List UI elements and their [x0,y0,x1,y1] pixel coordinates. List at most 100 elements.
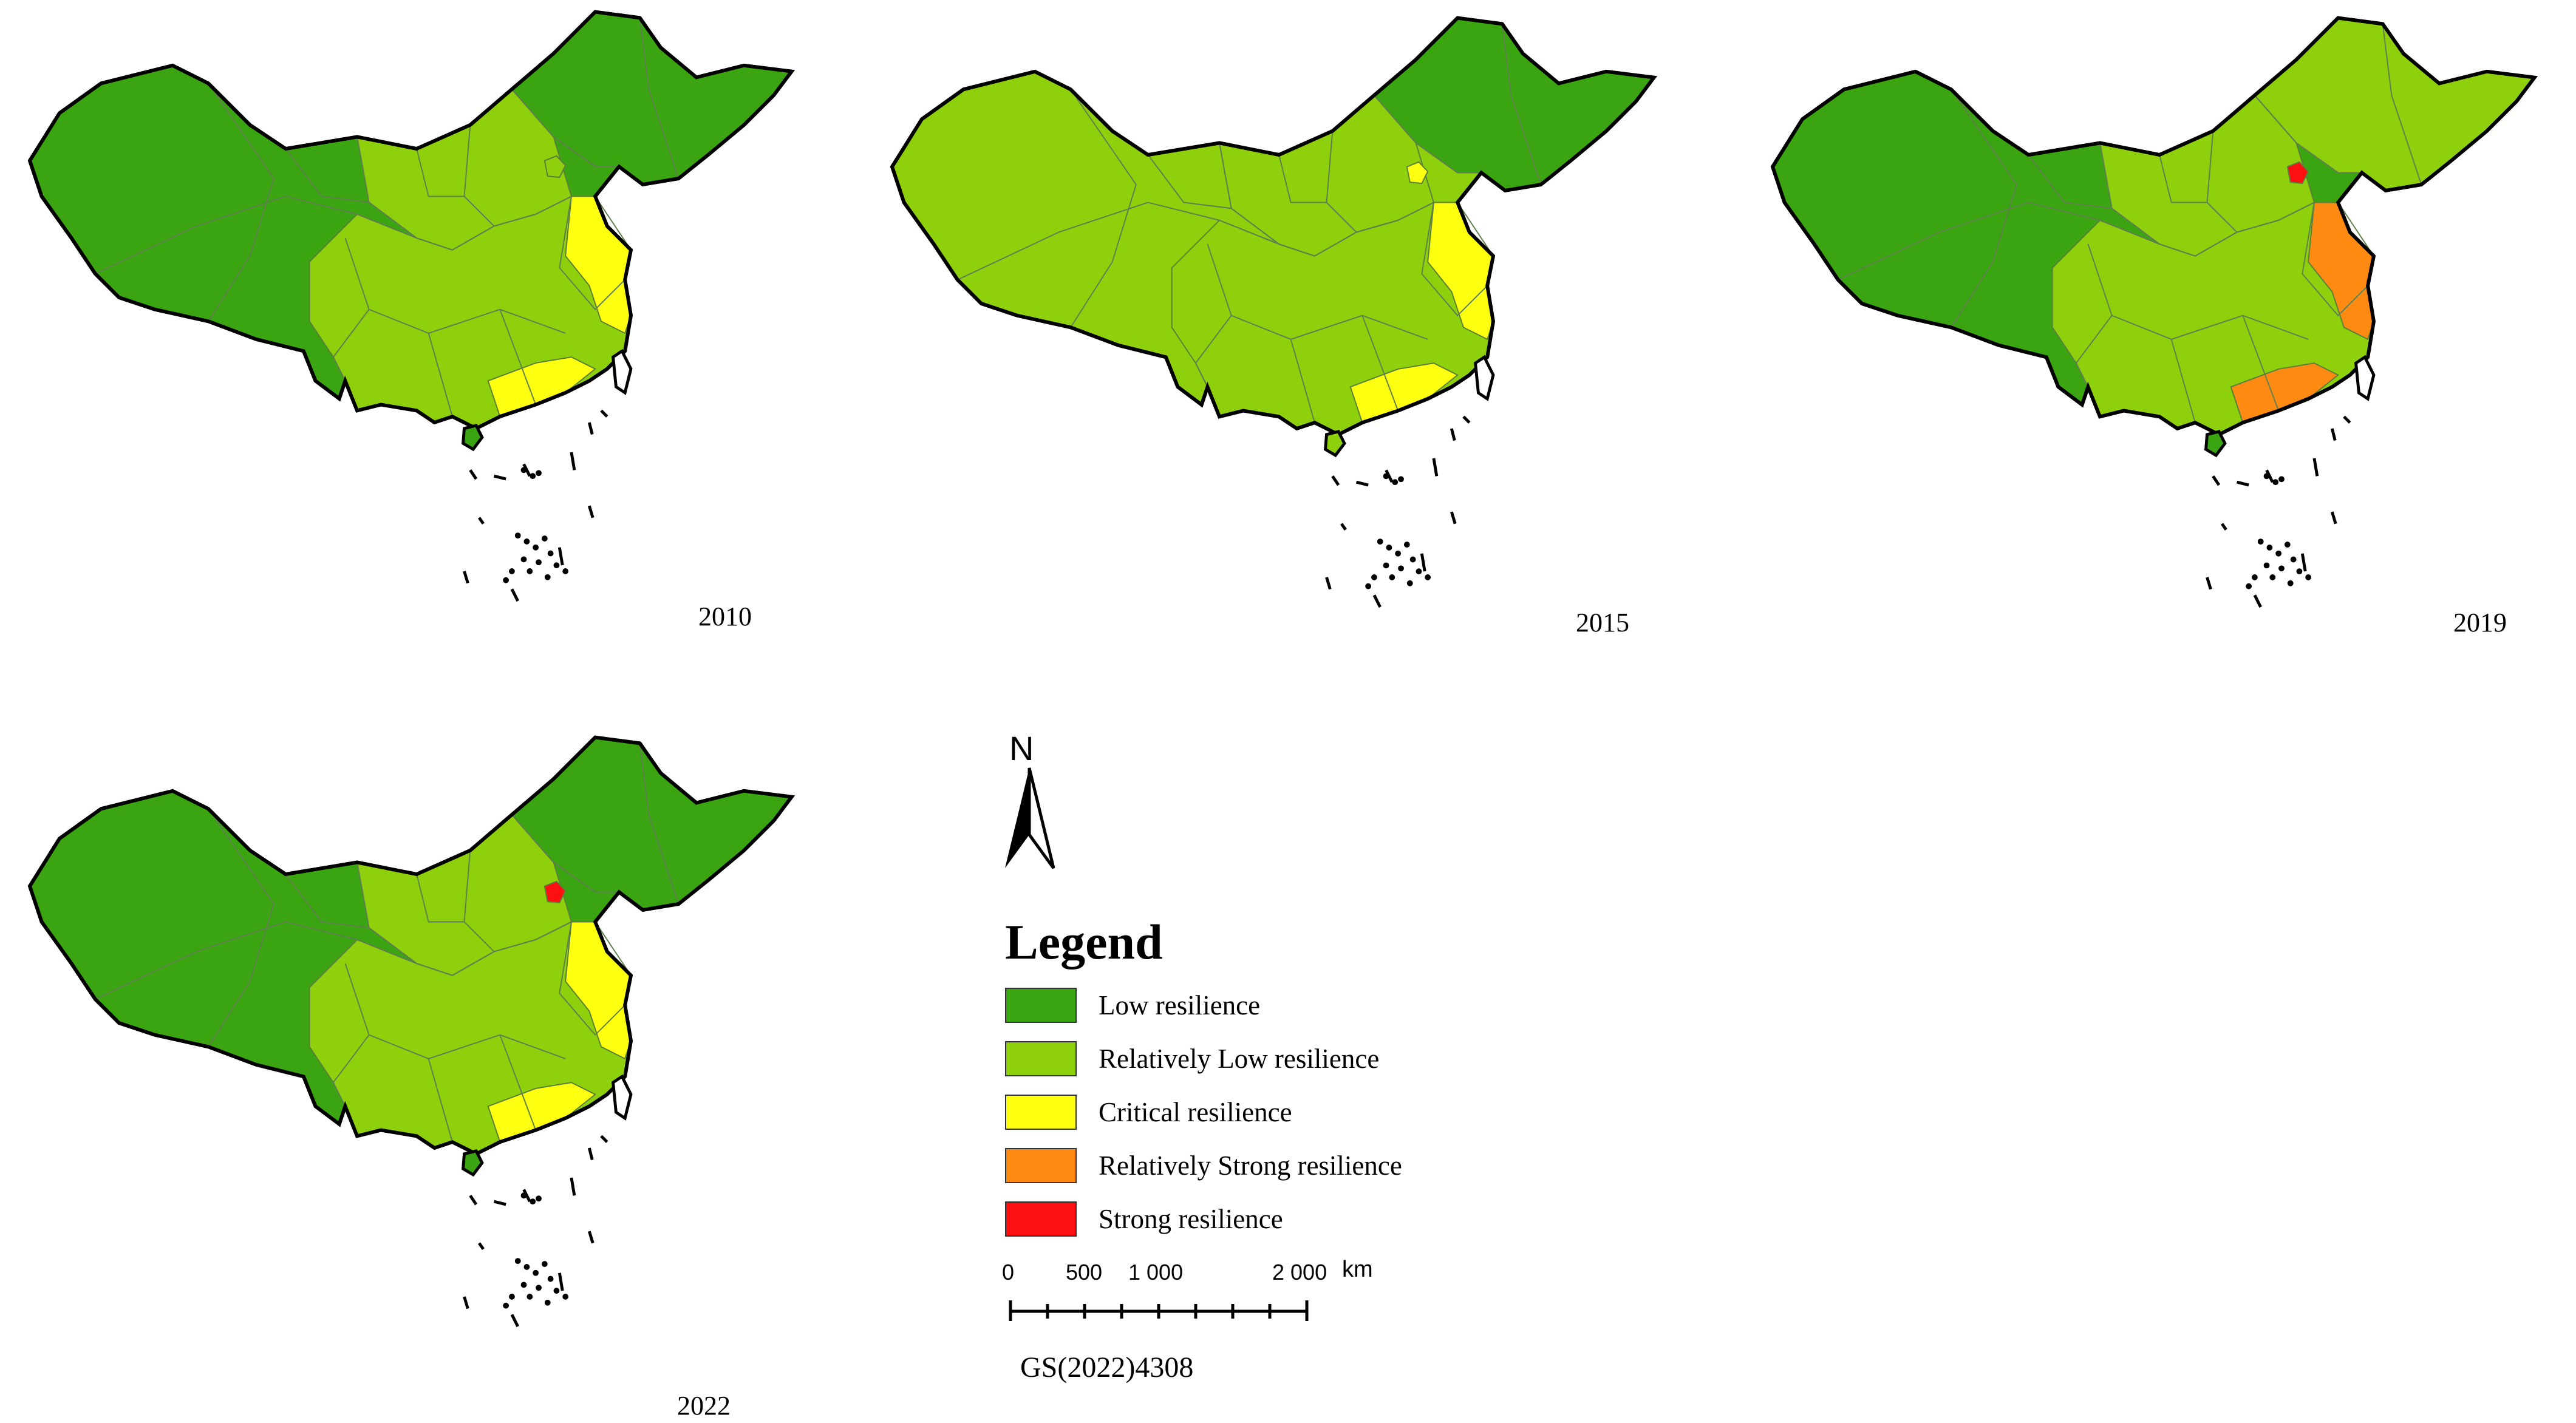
island-dot [2246,583,2252,589]
island [461,1149,484,1177]
maritime-boundary-dash [570,452,576,470]
island-dot [509,568,515,574]
maritime-boundary-dash [493,1200,506,1206]
island-dot [1398,565,1404,572]
map-panel-2015 [862,6,1672,667]
province-boundary [1194,315,1232,387]
island [1323,429,1346,458]
north-arrow-icon [1005,767,1055,869]
country-outline [890,16,1657,437]
island-dot [2266,545,2273,551]
country-outline [27,735,795,1156]
maritime-boundary-dash [2206,577,2212,590]
island-dot [2305,574,2312,580]
china-map [27,735,795,1328]
scale-tick-500: 500 [1066,1260,1103,1285]
island-dot [1392,479,1399,486]
province-boundary [595,921,632,976]
maritime-boundary-dash [463,571,469,584]
maritime-boundary-dash [2253,594,2262,608]
maritime-boundary-dash [2212,475,2221,486]
scale-tick-1000: 1 000 [1128,1260,1184,1285]
maritime-boundary-dash [1355,480,1369,487]
island-dot [1365,583,1372,589]
maritime-boundary-dash [510,588,519,602]
island-dot [533,1269,539,1276]
north-label: N [1009,729,1034,767]
province-boundary [1457,202,1494,257]
province-boundary [1278,154,1327,203]
maritime-boundary-dash [587,1231,595,1244]
island-dot [530,1198,536,1205]
island-dot [553,562,560,569]
province-boundary [2382,24,2422,185]
province-boundary [208,808,274,1047]
province-boundary [463,124,572,227]
maritime-boundary-dash [510,1314,519,1328]
maritime-boundary-dash [557,547,564,566]
year-label-2022: 2022 [677,1391,731,1421]
maritime-boundary-dash [1450,428,1456,441]
province-boundary [2254,95,2362,174]
china-map [890,16,1657,608]
legend-item-critical: Critical resilience [1005,1093,1292,1131]
maritime-boundary-dash [1462,415,1471,424]
island-dot [1403,542,1410,548]
legend-swatch [1005,1201,1077,1237]
province-boundary [595,195,632,251]
island-dot [547,550,554,557]
map-panel-2019 [1743,6,2552,667]
island-dot [503,577,509,583]
legend-label: Relatively Strong resilience [1099,1150,1402,1181]
province-boundary [499,1034,537,1130]
map-panel-2022 [0,725,809,1386]
province-boundary [2337,202,2374,257]
legend-label: Strong resilience [1099,1204,1283,1234]
province-boundary [2302,202,2368,317]
island-dot [520,1192,527,1199]
maritime-boundary-dash [1420,553,1426,572]
island-dot [2287,580,2294,586]
province-boundary [511,89,619,168]
province-boundary [1147,154,1232,209]
island-dot [509,1294,515,1300]
island [611,1074,633,1121]
province-boundary [95,195,417,274]
china-map [1770,16,2538,608]
legend-label: Critical resilience [1099,1097,1292,1127]
legend-swatch [1005,1148,1077,1183]
island-dot [553,1288,560,1294]
province-boundary [428,333,453,417]
province-boundary [1374,95,1482,174]
island-dot [1425,574,1431,580]
province-boundary [2028,154,2112,209]
year-label-2015: 2015 [1576,608,1629,637]
island-dot [2290,556,2297,563]
province-boundary [1219,143,1357,257]
maritime-boundary-dash [463,1296,469,1309]
province-boundary [1951,89,2017,328]
province-boundary [2099,143,2238,257]
maritime-boundary-dash [1325,577,1332,590]
island-dot [536,1285,542,1291]
island [611,348,633,395]
province-boundary [1421,202,1488,317]
map-panel-2010 [0,0,809,661]
island [2204,429,2227,458]
maritime-boundary-dash [478,517,485,525]
province-boundary [332,309,370,381]
maritime-boundary-dash [1450,511,1457,525]
province-boundary [639,18,680,179]
island-dot [2275,550,2282,557]
island-dot [544,574,551,580]
maritime-boundary-dash [2330,511,2337,525]
province-boundary [957,202,1279,280]
province-boundary [639,743,680,905]
island-dot [503,1302,509,1309]
province-boundary [559,922,625,1036]
island-dot [523,1264,530,1270]
island-dot [2278,476,2285,483]
maritime-boundary-dash [478,1242,485,1250]
island-dot [536,470,542,477]
maritime-boundary-dash [1432,458,1439,477]
